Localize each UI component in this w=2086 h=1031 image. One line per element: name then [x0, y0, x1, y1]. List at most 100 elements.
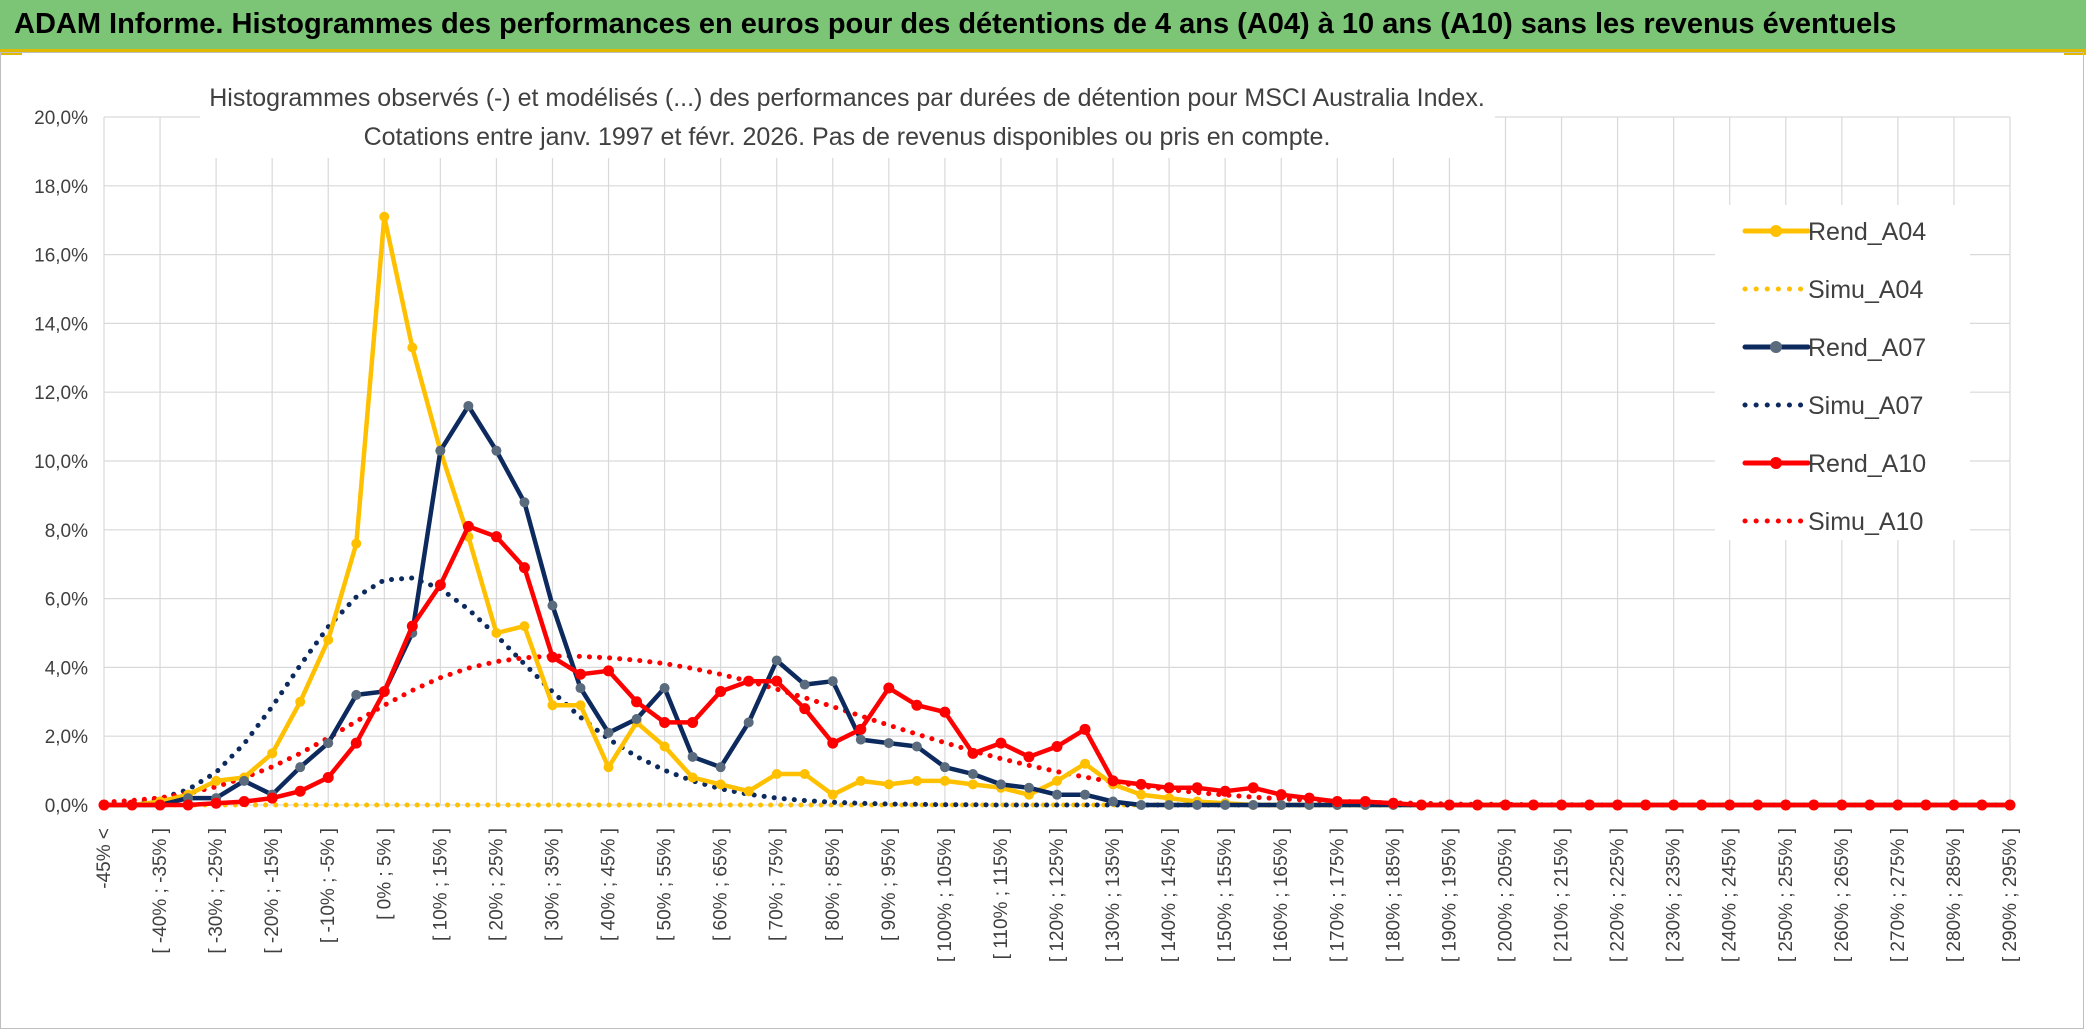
data-point	[519, 621, 530, 632]
x-tick-label: [ 40% ; 45% ]	[599, 828, 620, 941]
data-point	[434, 579, 446, 591]
data-point	[575, 700, 586, 711]
data-point	[631, 696, 643, 708]
data-point	[1248, 800, 1259, 810]
data-point	[1051, 741, 1063, 753]
data-point	[1948, 799, 1960, 811]
data-point	[603, 665, 615, 677]
legend-background	[1715, 205, 1970, 540]
data-point	[995, 779, 1006, 790]
data-point	[1276, 800, 1287, 810]
data-point	[715, 762, 726, 773]
data-point	[827, 789, 838, 800]
data-point	[771, 769, 782, 780]
x-tick-label: [ 100% ; 105% ]	[935, 828, 956, 962]
data-point	[687, 751, 698, 762]
data-point	[1443, 799, 1455, 811]
x-tick-label: [ 0% ; 5% ]	[374, 828, 395, 920]
data-point	[1752, 799, 1764, 811]
legend-label: Rend_A07	[1808, 334, 1926, 362]
data-point	[1892, 799, 1904, 811]
x-tick-label: [ 130% ; 135% ]	[1103, 828, 1124, 962]
y-tick-label: 2,0%	[45, 727, 88, 748]
legend-label: Rend_A10	[1808, 450, 1926, 478]
data-point	[939, 762, 950, 773]
y-tick-label: 20,0%	[34, 108, 88, 129]
data-point	[1052, 775, 1062, 786]
data-point	[911, 775, 922, 786]
data-point	[1724, 799, 1736, 811]
data-point	[294, 785, 306, 797]
data-point	[1499, 799, 1511, 811]
data-point	[351, 538, 362, 549]
data-point	[771, 655, 782, 666]
chart-frame	[0, 52, 2084, 1029]
data-point	[1836, 799, 1848, 811]
legend-label: Simu_A07	[1808, 392, 1923, 420]
data-point	[350, 737, 362, 749]
legend-marker	[1770, 225, 1782, 237]
x-tick-label: [ 230% ; 235% ]	[1664, 828, 1685, 962]
data-point	[1023, 751, 1035, 763]
data-point	[631, 714, 642, 724]
data-point	[322, 771, 334, 783]
data-point	[1191, 782, 1203, 794]
legend: Rend_A04 Simu_A04 Rend_A07 Simu_A07 Rend_A10…	[1742, 218, 1926, 536]
x-tick-label: [ 70% ; 75% ]	[767, 828, 788, 941]
x-tick-label: [ 20% ; 25% ]	[486, 828, 507, 941]
data-point	[827, 737, 839, 749]
data-point	[967, 769, 978, 780]
data-point	[883, 779, 894, 790]
y-tick-label: 12,0%	[34, 383, 88, 404]
data-point	[799, 769, 810, 780]
data-point	[1023, 789, 1034, 800]
x-tick-label: [ 210% ; 215% ]	[1552, 828, 1573, 962]
y-tick-label: 8,0%	[45, 521, 88, 542]
data-point	[771, 675, 783, 687]
data-point	[378, 685, 390, 697]
data-point	[911, 741, 922, 752]
x-axis-ticks: -45% < [ -40% ; -35% ] [ -30% ; -25% ] [ -2…	[94, 828, 2021, 962]
data-point	[1612, 799, 1624, 811]
y-tick-label: 0,0%	[45, 796, 88, 817]
data-point	[715, 685, 727, 697]
data-point	[295, 762, 306, 773]
data-point	[995, 737, 1007, 749]
data-point	[1556, 799, 1568, 811]
data-point	[1108, 796, 1119, 807]
data-point	[603, 727, 614, 738]
data-point	[1107, 775, 1119, 787]
title-background	[200, 78, 1495, 158]
data-point	[1584, 799, 1596, 811]
data-point	[462, 520, 474, 532]
data-point	[491, 628, 502, 638]
legend-label: Simu_A04	[1808, 276, 1923, 304]
data-point	[1668, 799, 1680, 811]
y-tick-label: 4,0%	[45, 658, 88, 679]
data-point	[238, 796, 250, 808]
data-point	[799, 703, 811, 715]
data-point	[491, 445, 502, 456]
data-point	[211, 775, 222, 786]
data-point	[547, 700, 558, 711]
data-point	[1164, 800, 1175, 810]
x-tick-label: [ 290% ; 295% ]	[2000, 828, 2021, 962]
data-point	[490, 531, 502, 543]
data-point	[295, 696, 306, 707]
x-tick-label: [ 180% ; 185% ]	[1383, 828, 1404, 962]
data-point	[855, 723, 867, 735]
data-point	[939, 706, 951, 718]
x-tick-label: [ 190% ; 195% ]	[1439, 828, 1460, 962]
x-tick-label: [ 220% ; 225% ]	[1608, 828, 1629, 962]
x-tick-label: [ 90% ; 95% ]	[879, 828, 900, 941]
x-tick-label: [ 270% ; 275% ]	[1888, 828, 1909, 962]
x-tick-label: [ 60% ; 65% ]	[711, 828, 732, 941]
data-point	[267, 748, 278, 759]
data-point	[1976, 799, 1988, 811]
data-point	[687, 772, 698, 783]
x-tick-label: [ 30% ; 35% ]	[542, 828, 563, 941]
data-point	[659, 716, 671, 728]
data-point	[1780, 799, 1792, 811]
data-point	[519, 497, 530, 508]
data-point	[1808, 799, 1820, 811]
